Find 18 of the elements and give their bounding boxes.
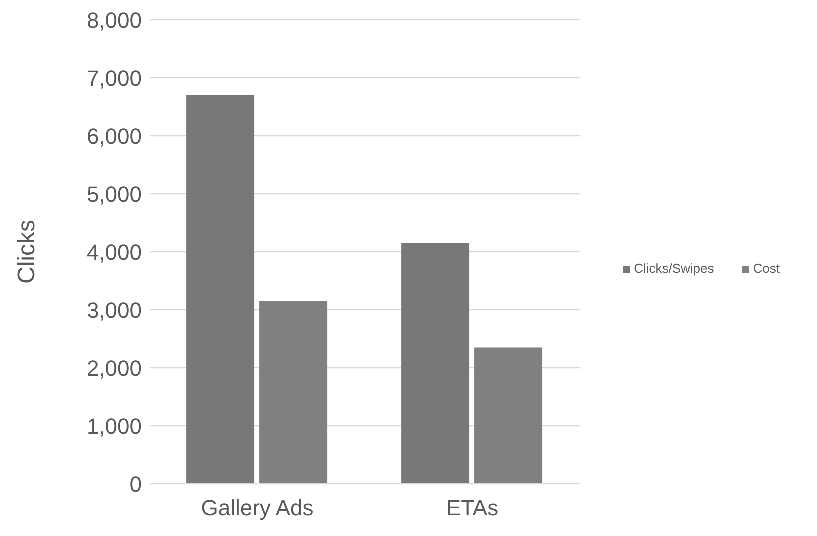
y-tick-label: 8,000 [86,8,142,33]
x-tick-label: ETAs [446,496,499,521]
bar [186,95,255,484]
legend-label: Clicks/Swipes [634,260,714,276]
y-tick-label: 3,000 [86,298,142,323]
y-tick-label: 7,000 [86,66,142,91]
bar [474,348,543,484]
y-tick-label: 1,000 [86,414,142,439]
y-tick-label: 5,000 [86,182,142,207]
x-tick-label: Gallery Ads [201,496,314,521]
y-tick-label: 6,000 [86,124,142,149]
bar [260,301,328,484]
y-tick-label: 2,000 [86,356,142,381]
legend-label: Cost [753,260,780,276]
y-tick-label: 0 [130,472,142,497]
y-axis-title: Clicks [14,220,41,284]
y-tick-label: 4,000 [86,240,142,265]
bar [402,243,470,484]
